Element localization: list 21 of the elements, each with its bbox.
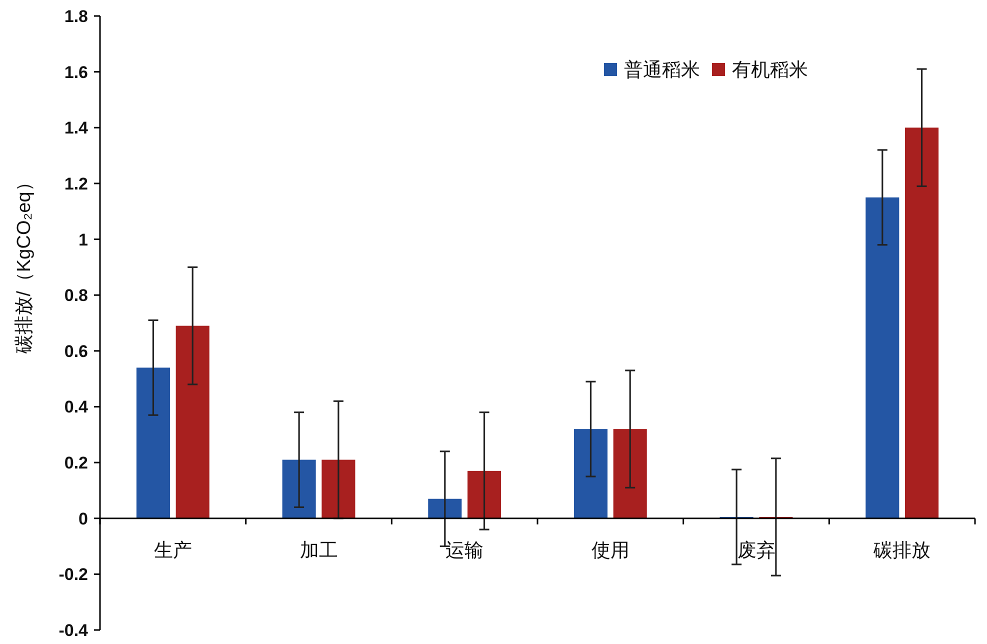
ytick: 1.6: [64, 62, 88, 82]
ytick: 1.8: [64, 7, 88, 26]
xtick: 加工: [300, 540, 338, 562]
xtick: 生产: [154, 540, 192, 562]
xtick: 使用: [591, 540, 630, 562]
ytick: -0.4: [58, 621, 88, 640]
ytick: 0.8: [64, 286, 88, 306]
ylabel: 碳排放/（KgCO₂eq）: [14, 172, 35, 354]
xtick: 碳排放: [874, 540, 931, 562]
legend-label: 普通稻米: [624, 60, 700, 81]
xtick: 运输: [446, 540, 484, 562]
ytick: 0.4: [64, 398, 88, 417]
ytick: 1.4: [64, 118, 88, 138]
xtick: 废弃: [737, 540, 776, 562]
ytick: 0: [78, 509, 88, 528]
ytick: 1: [78, 230, 88, 250]
legend-label: 有机稻米: [732, 60, 808, 81]
ytick: -0.2: [58, 565, 88, 584]
ytick: 0.2: [64, 454, 88, 473]
ytick: 0.6: [64, 342, 88, 361]
ytick: 1.2: [64, 174, 88, 194]
